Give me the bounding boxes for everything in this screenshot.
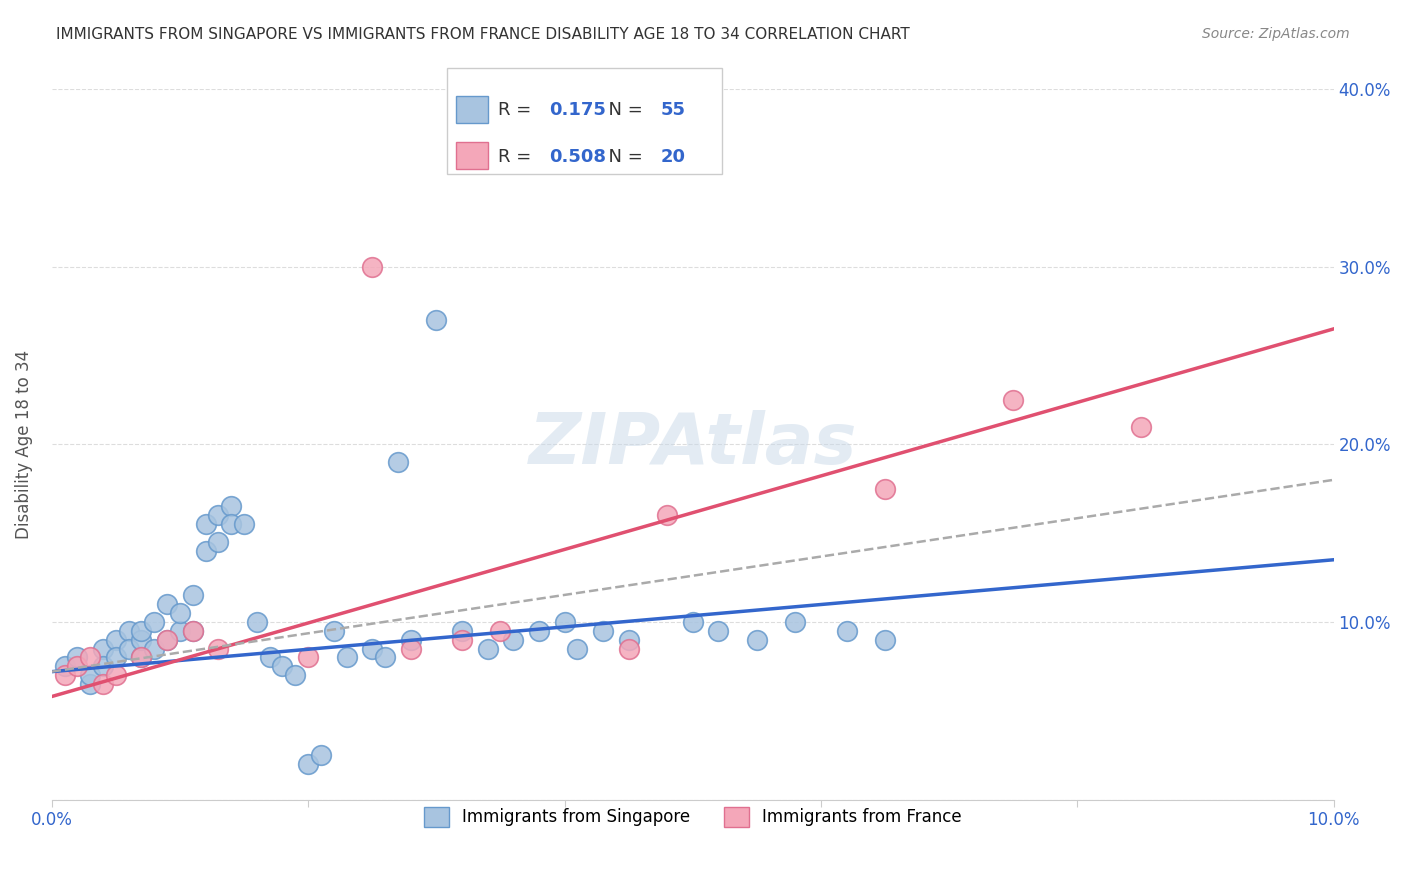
Immigrants from Singapore [553, 615, 575, 629]
Immigrants from Singapore [219, 517, 242, 532]
Immigrants from Singapore [131, 650, 153, 665]
Immigrants from France [873, 482, 896, 496]
Immigrants from Singapore [322, 624, 344, 638]
Immigrants from Singapore [156, 597, 179, 611]
Immigrants from Singapore [131, 632, 153, 647]
Immigrants from France [79, 650, 101, 665]
Immigrants from Singapore [527, 624, 550, 638]
Immigrants from France [207, 641, 229, 656]
Immigrants from France [399, 641, 422, 656]
Text: IMMIGRANTS FROM SINGAPORE VS IMMIGRANTS FROM FRANCE DISABILITY AGE 18 TO 34 CORR: IMMIGRANTS FROM SINGAPORE VS IMMIGRANTS … [56, 27, 910, 42]
Immigrants from Singapore [118, 624, 141, 638]
Immigrants from France [489, 624, 512, 638]
Immigrants from France [297, 650, 319, 665]
Immigrants from Singapore [259, 650, 281, 665]
Immigrants from Singapore [233, 517, 256, 532]
Immigrants from Singapore [66, 650, 89, 665]
Immigrants from Singapore [592, 624, 614, 638]
Immigrants from Singapore [246, 615, 269, 629]
Immigrants from Singapore [785, 615, 807, 629]
Immigrants from France [181, 624, 204, 638]
Immigrants from France [156, 632, 179, 647]
Immigrants from Singapore [502, 632, 524, 647]
Immigrants from France [617, 641, 640, 656]
Text: ZIPAtlas: ZIPAtlas [529, 409, 856, 479]
Text: N =: N = [596, 147, 648, 166]
Immigrants from France [1002, 392, 1025, 407]
Immigrants from Singapore [79, 668, 101, 682]
Immigrants from Singapore [143, 615, 166, 629]
Immigrants from Singapore [169, 606, 191, 620]
Immigrants from France [655, 508, 678, 523]
Immigrants from France [91, 677, 114, 691]
Immigrants from Singapore [873, 632, 896, 647]
Immigrants from Singapore [207, 535, 229, 549]
Immigrants from Singapore [194, 517, 217, 532]
Immigrants from Singapore [104, 632, 127, 647]
Immigrants from Singapore [309, 748, 332, 763]
Immigrants from Singapore [387, 455, 409, 469]
Immigrants from Singapore [682, 615, 704, 629]
Immigrants from Singapore [284, 668, 307, 682]
Y-axis label: Disability Age 18 to 34: Disability Age 18 to 34 [15, 350, 32, 539]
Immigrants from Singapore [271, 659, 294, 673]
Immigrants from Singapore [617, 632, 640, 647]
Immigrants from Singapore [143, 641, 166, 656]
Immigrants from Singapore [336, 650, 359, 665]
Immigrants from France [104, 668, 127, 682]
Immigrants from France [53, 668, 76, 682]
Immigrants from Singapore [53, 659, 76, 673]
Legend: Immigrants from Singapore, Immigrants from France: Immigrants from Singapore, Immigrants fr… [418, 800, 969, 834]
Immigrants from Singapore [91, 659, 114, 673]
Immigrants from France [1130, 419, 1153, 434]
Immigrants from Singapore [104, 650, 127, 665]
Immigrants from France [66, 659, 89, 673]
Immigrants from France [361, 260, 384, 274]
Immigrants from Singapore [79, 677, 101, 691]
Immigrants from Singapore [477, 641, 499, 656]
Immigrants from Singapore [361, 641, 384, 656]
Immigrants from Singapore [207, 508, 229, 523]
FancyBboxPatch shape [456, 143, 488, 169]
Immigrants from Singapore [91, 641, 114, 656]
Immigrants from Singapore [374, 650, 396, 665]
Immigrants from Singapore [745, 632, 768, 647]
Immigrants from Singapore [707, 624, 730, 638]
Immigrants from Singapore [118, 641, 141, 656]
Immigrants from Singapore [567, 641, 589, 656]
Immigrants from Singapore [297, 757, 319, 772]
Immigrants from France [451, 632, 474, 647]
Immigrants from Singapore [194, 544, 217, 558]
Immigrants from Singapore [181, 588, 204, 602]
Immigrants from France [131, 650, 153, 665]
Text: 0.175: 0.175 [550, 102, 606, 120]
Immigrants from Singapore [451, 624, 474, 638]
Text: Source: ZipAtlas.com: Source: ZipAtlas.com [1202, 27, 1350, 41]
Immigrants from Singapore [131, 624, 153, 638]
Text: 20: 20 [661, 147, 686, 166]
FancyBboxPatch shape [447, 68, 723, 174]
Immigrants from France [553, 118, 575, 132]
Immigrants from Singapore [169, 624, 191, 638]
Text: R =: R = [498, 102, 537, 120]
Immigrants from Singapore [156, 632, 179, 647]
Immigrants from Singapore [399, 632, 422, 647]
Immigrants from Singapore [219, 500, 242, 514]
Text: R =: R = [498, 147, 537, 166]
Immigrants from Singapore [835, 624, 858, 638]
Immigrants from Singapore [425, 313, 447, 327]
FancyBboxPatch shape [456, 96, 488, 123]
Text: N =: N = [596, 102, 648, 120]
Text: 55: 55 [661, 102, 686, 120]
Text: 0.508: 0.508 [550, 147, 606, 166]
Immigrants from Singapore [181, 624, 204, 638]
